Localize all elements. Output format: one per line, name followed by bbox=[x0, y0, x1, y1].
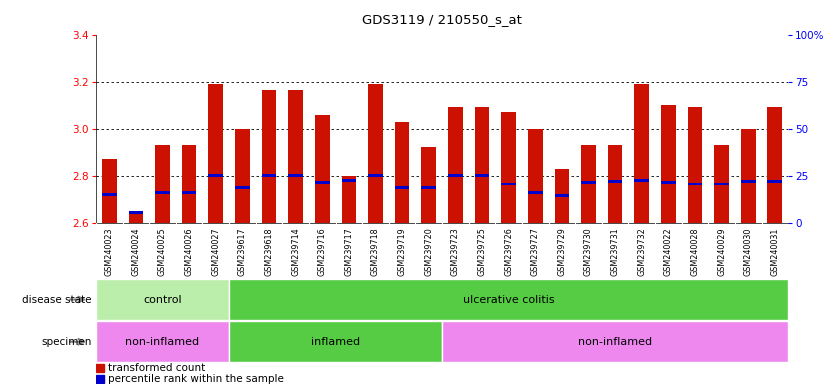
Text: GSM239717: GSM239717 bbox=[344, 227, 354, 276]
Text: GSM239723: GSM239723 bbox=[451, 227, 460, 276]
Bar bbox=[555, 194, 569, 197]
Bar bbox=[229, 321, 442, 362]
Bar bbox=[421, 186, 436, 189]
Bar bbox=[687, 108, 702, 223]
Bar bbox=[501, 112, 516, 223]
Bar bbox=[421, 147, 436, 223]
Text: GSM239720: GSM239720 bbox=[425, 227, 433, 276]
Text: GDS3119 / 210550_s_at: GDS3119 / 210550_s_at bbox=[362, 13, 522, 26]
Bar bbox=[208, 174, 223, 177]
Bar bbox=[741, 129, 756, 223]
Text: GSM239716: GSM239716 bbox=[318, 227, 327, 276]
Bar bbox=[96, 375, 104, 383]
Bar bbox=[155, 191, 170, 194]
Bar bbox=[448, 108, 463, 223]
Text: percentile rank within the sample: percentile rank within the sample bbox=[108, 374, 284, 384]
Text: non-inflamed: non-inflamed bbox=[578, 337, 652, 347]
Text: GSM240027: GSM240027 bbox=[211, 227, 220, 276]
Bar bbox=[182, 145, 197, 223]
Bar bbox=[289, 174, 303, 177]
Text: GSM240023: GSM240023 bbox=[105, 227, 113, 276]
Text: GSM240022: GSM240022 bbox=[664, 227, 673, 276]
Bar bbox=[315, 114, 329, 223]
Bar bbox=[741, 180, 756, 183]
Bar bbox=[235, 186, 249, 189]
Text: inflamed: inflamed bbox=[311, 337, 360, 347]
Text: ulcerative colitis: ulcerative colitis bbox=[463, 295, 555, 305]
Text: disease state: disease state bbox=[23, 295, 92, 305]
Bar bbox=[341, 176, 356, 223]
Bar bbox=[475, 174, 490, 177]
Bar bbox=[368, 84, 383, 223]
Text: GSM239727: GSM239727 bbox=[530, 227, 540, 276]
Text: control: control bbox=[143, 295, 182, 305]
Bar bbox=[235, 129, 249, 223]
Text: GSM239725: GSM239725 bbox=[477, 227, 486, 276]
Bar bbox=[102, 193, 117, 196]
Bar bbox=[128, 214, 143, 223]
Bar bbox=[368, 174, 383, 177]
Bar bbox=[96, 321, 229, 362]
Bar bbox=[394, 186, 409, 189]
Text: GSM239731: GSM239731 bbox=[610, 227, 620, 276]
Bar bbox=[289, 90, 303, 223]
Text: GSM239714: GSM239714 bbox=[291, 227, 300, 276]
Text: GSM240026: GSM240026 bbox=[184, 227, 193, 276]
Text: GSM240031: GSM240031 bbox=[771, 227, 779, 276]
Bar bbox=[714, 145, 729, 223]
Text: GSM239617: GSM239617 bbox=[238, 227, 247, 276]
Text: GSM240025: GSM240025 bbox=[158, 227, 167, 276]
Bar bbox=[528, 129, 543, 223]
Bar bbox=[182, 191, 197, 194]
Bar bbox=[581, 181, 595, 184]
Bar bbox=[687, 182, 702, 185]
Bar bbox=[608, 180, 622, 183]
Bar bbox=[608, 145, 622, 223]
Bar bbox=[155, 145, 170, 223]
Bar bbox=[661, 181, 676, 184]
Text: transformed count: transformed count bbox=[108, 363, 206, 373]
Text: specimen: specimen bbox=[42, 337, 92, 347]
Bar bbox=[767, 180, 782, 183]
Text: GSM239618: GSM239618 bbox=[264, 227, 274, 276]
Text: GSM239718: GSM239718 bbox=[371, 227, 380, 276]
Bar bbox=[635, 84, 649, 223]
Bar bbox=[448, 174, 463, 177]
Bar bbox=[102, 159, 117, 223]
Bar bbox=[262, 174, 276, 177]
Text: GSM239730: GSM239730 bbox=[584, 227, 593, 276]
Text: GSM239726: GSM239726 bbox=[504, 227, 513, 276]
Bar bbox=[767, 108, 782, 223]
Bar bbox=[555, 169, 569, 223]
Bar bbox=[661, 105, 676, 223]
Text: GSM240024: GSM240024 bbox=[131, 227, 140, 276]
Bar bbox=[635, 179, 649, 182]
Bar bbox=[262, 90, 276, 223]
Bar bbox=[714, 182, 729, 185]
Text: GSM239719: GSM239719 bbox=[398, 227, 407, 276]
Bar bbox=[442, 321, 788, 362]
Bar bbox=[528, 191, 543, 194]
Bar bbox=[315, 181, 329, 184]
Bar bbox=[341, 179, 356, 182]
Bar bbox=[501, 182, 516, 185]
Text: non-inflamed: non-inflamed bbox=[125, 337, 199, 347]
Text: GSM239729: GSM239729 bbox=[557, 227, 566, 276]
Text: GSM240028: GSM240028 bbox=[691, 227, 700, 276]
Bar bbox=[229, 279, 788, 320]
Bar bbox=[475, 108, 490, 223]
Bar bbox=[128, 211, 143, 214]
Bar bbox=[96, 364, 104, 372]
Text: GSM240029: GSM240029 bbox=[717, 227, 726, 276]
Text: GSM240030: GSM240030 bbox=[744, 227, 753, 276]
Bar bbox=[581, 145, 595, 223]
Bar bbox=[208, 84, 223, 223]
Bar bbox=[394, 122, 409, 223]
Bar bbox=[96, 279, 229, 320]
Text: GSM239732: GSM239732 bbox=[637, 227, 646, 276]
